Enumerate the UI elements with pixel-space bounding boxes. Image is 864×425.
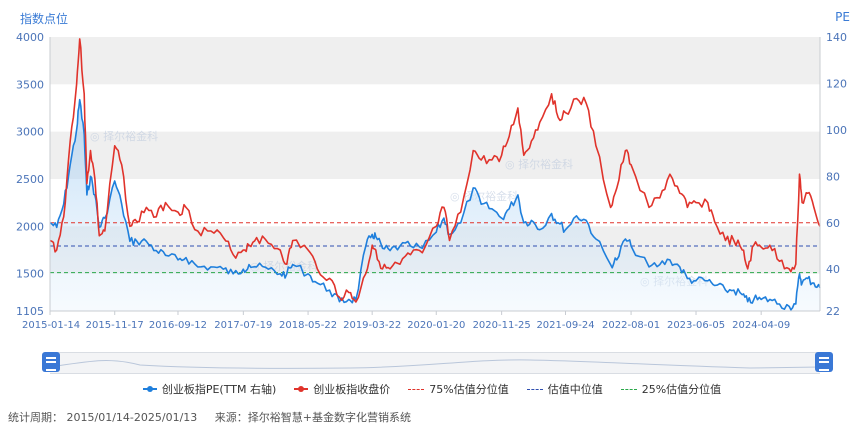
slider-handle-left[interactable] xyxy=(42,352,60,372)
slider-preview xyxy=(49,359,821,369)
legend-item-p75[interactable]: 75%估值分位值 xyxy=(408,381,509,397)
zoom-slider-track[interactable] xyxy=(49,352,821,374)
x-tick-label: 2020-11-25 xyxy=(473,320,531,331)
close-line xyxy=(49,38,821,303)
slider-handle-right[interactable] xyxy=(815,352,833,372)
x-tick-label: 2018-05-22 xyxy=(279,320,337,331)
x-tick-label: 2021-09-24 xyxy=(536,320,594,331)
legend-item-median[interactable]: 估值中位值 xyxy=(526,381,603,397)
legend-pe-swatch xyxy=(142,386,157,392)
footer-source: 来源：择尔裕智慧+基金数字化营销系统 xyxy=(214,411,411,424)
grid-band xyxy=(50,131,820,179)
y-left-tick-label: 2500 xyxy=(16,173,44,186)
x-tick-label: 2015-01-14 xyxy=(22,320,80,331)
x-tick-label: 2019-03-22 xyxy=(343,320,401,331)
x-tick-label: 2017-07-19 xyxy=(214,320,272,331)
y-left-tick-label: 1105 xyxy=(16,305,44,318)
x-tick-label: 2015-11-17 xyxy=(86,320,144,331)
y-axis-left-title: 指数点位 xyxy=(20,12,69,26)
y-right-tick-label: 140 xyxy=(826,31,847,44)
footer-period: 统计周期： 2015/01/14-2025/01/13 xyxy=(8,411,198,424)
x-tick-label: 2024-04-09 xyxy=(732,320,790,331)
watermark-text: ◎ 择尔裕金科 xyxy=(450,189,518,203)
y-right-tick-label: 40 xyxy=(826,263,840,276)
y-left-tick-label: 3000 xyxy=(16,126,44,139)
legend-p75-label: 75%估值分位值 xyxy=(429,383,509,396)
x-tick-label: 2016-09-12 xyxy=(149,320,207,331)
y-left-tick-label: 3500 xyxy=(16,78,44,91)
pe-line xyxy=(49,98,821,311)
footer: 统计周期： 2015/01/14-2025/01/13 来源：择尔裕智慧+基金数… xyxy=(8,409,425,425)
legend-p25-label: 25%估值分位值 xyxy=(641,383,722,396)
y-left-tick-label: 1500 xyxy=(16,268,44,281)
y-right-tick-label: 80 xyxy=(826,170,840,183)
x-tick-label: 2023-06-05 xyxy=(667,320,725,331)
legend-item-p25[interactable]: 25%估值分位值 xyxy=(620,381,722,397)
y-axis-right-title: PE xyxy=(835,10,850,24)
legend-close-swatch xyxy=(294,386,309,392)
legend-pe-label: 创业板指PE(TTM 右轴) xyxy=(161,383,277,396)
y-right-tick-label: 100 xyxy=(826,124,847,137)
legend-median-swatch xyxy=(526,388,543,390)
legend-p25-swatch xyxy=(620,388,637,390)
legend-p75-swatch xyxy=(408,388,425,390)
legend-median-label: 估值中位值 xyxy=(547,383,603,396)
x-tick-label: 2022-08-01 xyxy=(602,320,660,331)
legend-item-close[interactable]: 创业板指收盘价 xyxy=(294,381,390,397)
y-left-tick-label: 4000 xyxy=(16,31,44,44)
y-left-tick-label: 2000 xyxy=(16,220,44,233)
y-right-tick-label: 60 xyxy=(826,217,840,230)
y-right-tick-label: 22 xyxy=(826,305,840,318)
x-tick-label: 2020-01-20 xyxy=(407,320,465,331)
legend: 创业板指PE(TTM 右轴) 创业板指收盘价 75%估值分位值 估值中位值 25… xyxy=(0,381,864,397)
pe-area xyxy=(50,99,820,311)
y-right-tick-label: 120 xyxy=(826,77,847,90)
watermark-text: ◎ 择尔裕金科 xyxy=(90,129,158,143)
watermark-text: ◎ 择尔裕金科 xyxy=(505,157,573,171)
grid-band xyxy=(50,37,820,85)
legend-item-pe[interactable]: 创业板指PE(TTM 右轴) xyxy=(142,381,277,397)
legend-close-label: 创业板指收盘价 xyxy=(313,383,391,396)
